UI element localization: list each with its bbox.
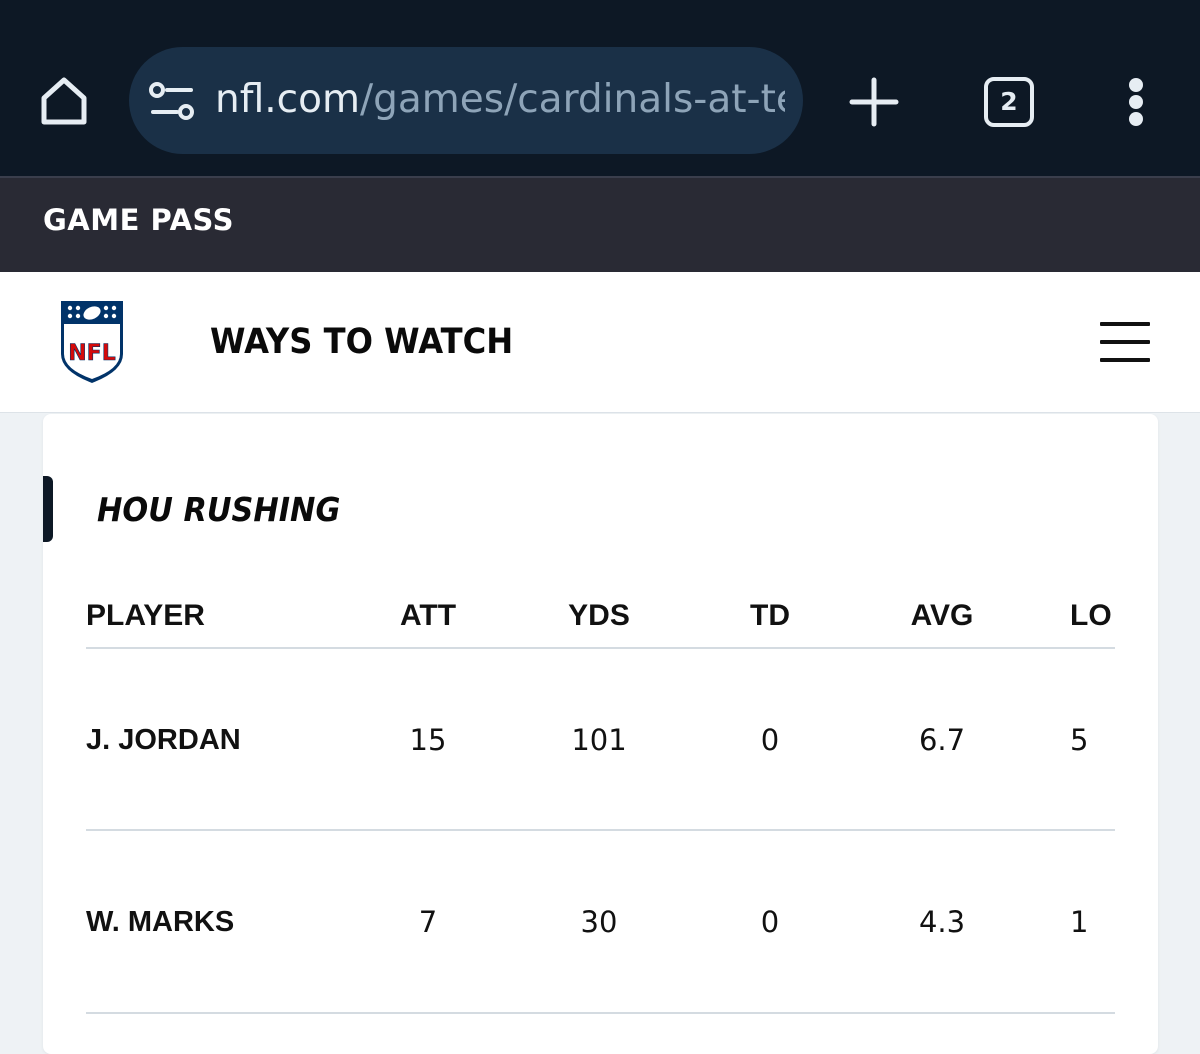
- divider: [86, 647, 1115, 649]
- url-path: /games/cardinals-at-te: [359, 77, 785, 122]
- lng-value: 1: [1070, 905, 1089, 939]
- game-pass-bar: GAME PASS: [0, 176, 1200, 272]
- column-header-att[interactable]: ATT: [399, 599, 457, 632]
- game-pass-link[interactable]: GAME PASS: [43, 203, 235, 237]
- url-text[interactable]: nfl.com/games/cardinals-at-te: [215, 75, 785, 125]
- lng-value: 5: [1070, 723, 1089, 757]
- url-domain: nfl.com: [215, 77, 360, 122]
- column-header-player[interactable]: PLAYER: [86, 599, 205, 632]
- column-header-avg[interactable]: AVG: [910, 599, 974, 632]
- section-title: HOU RUSHING: [97, 490, 341, 529]
- ways-to-watch-link[interactable]: WAYS TO WATCH: [210, 322, 514, 362]
- nfl-logo-text: NFL: [68, 341, 115, 366]
- att-value: 15: [409, 723, 447, 757]
- column-header-lng[interactable]: LO: [1070, 599, 1112, 632]
- table-row[interactable]: W. MARKS 7 30 0 4.3 1: [43, 890, 1158, 954]
- tab-switcher-button[interactable]: 2: [984, 77, 1034, 127]
- section-accent-bar: [43, 476, 53, 542]
- td-value: 0: [760, 723, 780, 757]
- column-header-td[interactable]: TD: [750, 599, 790, 632]
- home-icon[interactable]: [36, 72, 92, 128]
- td-value: 0: [760, 905, 780, 939]
- tune-icon[interactable]: [149, 81, 195, 121]
- divider: [86, 829, 1115, 831]
- avg-value: 6.7: [918, 723, 966, 757]
- address-bar[interactable]: nfl.com/games/cardinals-at-te: [129, 47, 803, 154]
- yds-value: 30: [580, 905, 618, 939]
- rushing-stats-card: HOU RUSHING PLAYER ATT YDS TD AVG LO J. …: [43, 414, 1158, 1054]
- avg-value: 4.3: [918, 905, 966, 939]
- yds-value: 101: [571, 723, 627, 757]
- player-name[interactable]: J. JORDAN: [86, 724, 241, 756]
- divider: [86, 1012, 1115, 1014]
- new-tab-plus-icon[interactable]: [848, 76, 900, 128]
- att-value: 7: [418, 905, 438, 939]
- player-name[interactable]: W. MARKS: [86, 906, 235, 938]
- table-row[interactable]: J. JORDAN 15 101 0 6.7 5: [43, 708, 1158, 772]
- column-header-yds[interactable]: YDS: [568, 599, 630, 632]
- nfl-logo[interactable]: NFL: [56, 296, 128, 386]
- more-vert-icon[interactable]: [1116, 76, 1156, 128]
- browser-toolbar: nfl.com/games/cardinals-at-te 2: [0, 0, 1200, 176]
- table-header: PLAYER ATT YDS TD AVG LO: [43, 584, 1158, 648]
- hamburger-icon[interactable]: [1100, 320, 1152, 364]
- site-header: NFL WAYS TO WATCH: [0, 272, 1200, 413]
